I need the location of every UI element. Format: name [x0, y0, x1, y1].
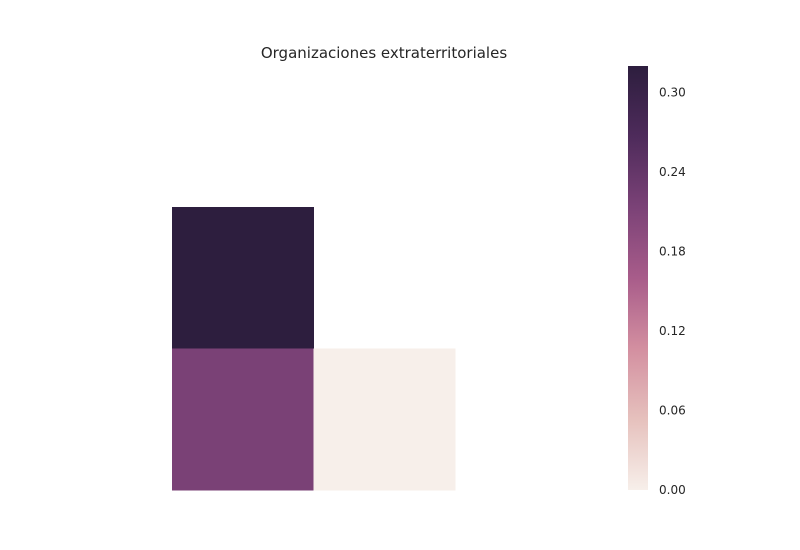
heatmap-cell-r1-c0	[172, 348, 314, 491]
colorbar-tick-label: 0.30	[659, 86, 686, 100]
colorbar-tick-label: 0.00	[659, 483, 686, 497]
heatmap-cell-r0-c0	[172, 207, 314, 349]
colorbar-tick-label: 0.06	[659, 404, 686, 418]
colorbar	[628, 66, 648, 490]
chart-title: Organizaciones extraterritoriales	[261, 44, 507, 62]
colorbar-ticks: 0.00 0.06 0.12 0.18 0.24 0.30	[659, 86, 686, 498]
heatmap-cell-r1-c1	[313, 348, 456, 491]
colorbar-tick-label: 0.12	[659, 324, 686, 338]
colorbar-tick-label: 0.18	[659, 245, 686, 259]
colorbar-tick-label: 0.24	[659, 165, 686, 179]
heatmap-cells	[172, 207, 456, 491]
